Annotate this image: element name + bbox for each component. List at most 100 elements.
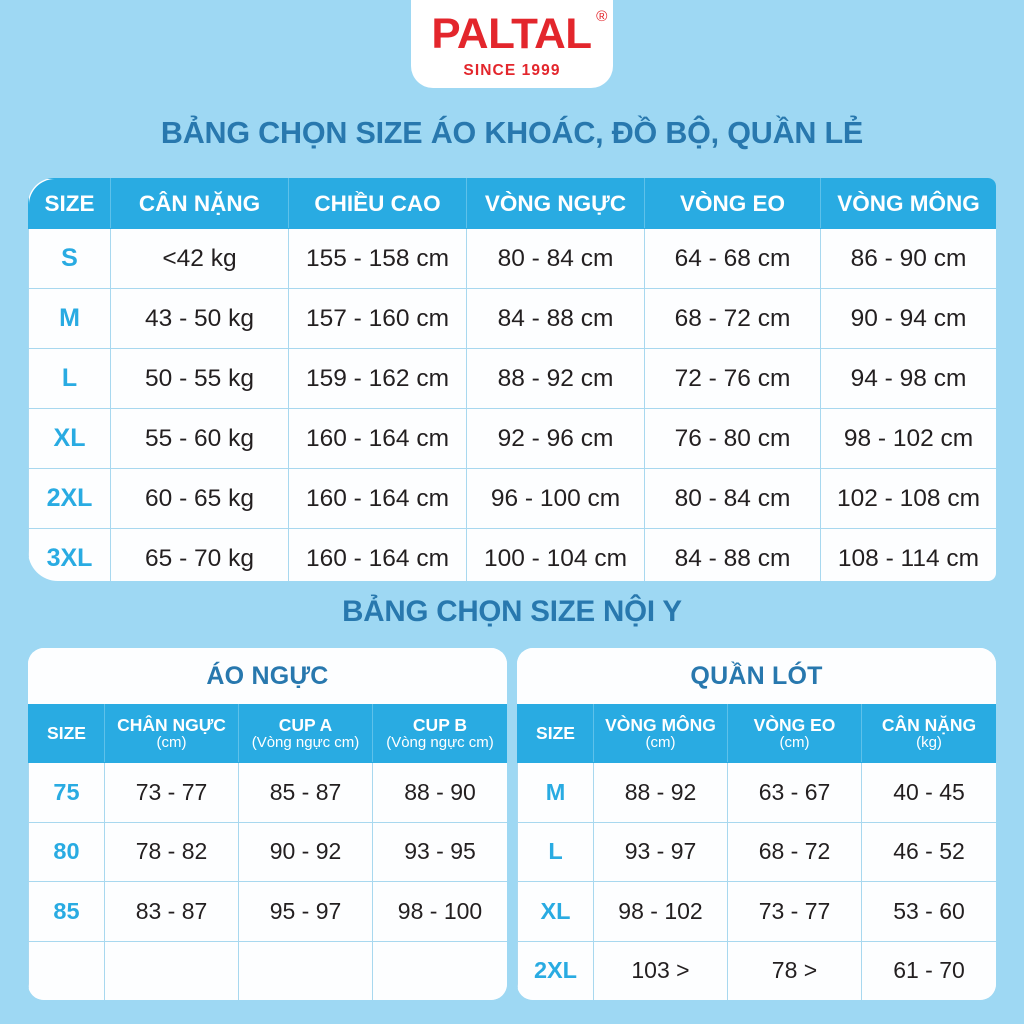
main-table-header: SIZE CÂN NẶNG CHIỀU CAO VÒNG NGỰC VÒNG EO VÒN… [28,178,996,229]
measurement-cell: 78 - 82 [104,821,239,882]
measurement-cell: 160 - 164 cm [288,528,467,581]
measurement-cell: 155 - 158 cm [288,228,467,289]
table-row: 85 83 - 87 95 - 97 98 - 100 [28,881,507,942]
measurement-cell: 46 - 52 [861,821,996,882]
measurement-cell: 95 - 97 [238,881,373,942]
measurement-cell: 160 - 164 cm [288,408,467,469]
size-label-cell: 2XL [28,468,111,529]
size-label-cell: XL [28,408,111,469]
table-row: 75 73 - 77 85 - 87 88 - 90 [28,762,507,823]
measurement-cell [372,940,507,1000]
measurement-cell: 53 - 60 [861,881,996,942]
brand-logo-plate: PALTAL ® SINCE 1999 [411,0,613,88]
measurement-cell: 108 - 114 cm [820,528,996,581]
table-header-row: SIZE CÂN NẶNG CHIỀU CAO VÒNG NGỰC VÒNG EO VÒN… [28,178,996,229]
bra-size-table-container: ÁO NGỰC SIZE CHÂN NGỰC (cm) CUP A (Vòng ngực… [28,648,507,1000]
registered-trademark-icon: ® [596,7,608,25]
bra-table-body: 75 73 - 77 85 - 87 88 - 90 80 78 - 82 90 - 92 9… [28,762,507,1000]
measurement-cell: 68 - 72 [727,821,862,882]
size-label-cell: XL [517,881,594,942]
table-header-row: SIZE VÒNG MÔNG (cm) VÒNG EO (cm) CÂN NẶNG (kg) [517,704,996,763]
column-header-unit: (cm) [645,733,676,751]
size-label-cell: L [517,821,594,882]
measurement-cell: 73 - 77 [727,881,862,942]
measurement-cell: 84 - 88 cm [466,288,645,349]
measurement-cell: 72 - 76 cm [644,348,821,409]
main-table-body: S <42 kg 155 - 158 cm 80 - 84 cm 64 - 68 cm 8… [28,228,996,581]
measurement-cell: 98 - 102 [593,881,728,942]
column-header-0: SIZE [28,704,105,763]
size-label-cell: 85 [28,881,105,942]
panty-size-table: SIZE VÒNG MÔNG (cm) VÒNG EO (cm) CÂN NẶNG (kg)… [517,704,996,1000]
bra-table-caption: ÁO NGỰC [28,648,507,704]
brand-name: PALTAL ® [431,9,608,58]
measurement-cell: 61 - 70 [861,940,996,1000]
table-row: M 88 - 92 63 - 67 40 - 45 [517,762,996,823]
brand-name-text: PALTAL [431,9,593,58]
column-header-main: CUP A [278,714,333,735]
measurement-cell: 98 - 100 [372,881,507,942]
column-header-3: CUP B (Vòng ngực cm) [372,704,507,763]
measurement-cell: 85 - 87 [238,762,373,823]
measurement-cell: 100 - 104 cm [466,528,645,581]
measurement-cell: 43 - 50 kg [110,288,289,349]
column-header-main: CHÂN NGỰC [117,714,226,735]
table-row: 2XL 103 >78 >61 - 70 [517,940,996,1000]
table-row: 3XL 65 - 70 kg 160 - 164 cm 100 - 104 cm 84 … [28,528,996,581]
size-label-cell: M [517,762,594,823]
column-header-2: CUP A (Vòng ngực cm) [238,704,373,763]
size-label-cell: 3XL [28,528,111,581]
column-header-3: CÂN NẶNG (kg) [861,704,996,763]
measurement-cell: 73 - 77 [104,762,239,823]
measurement-cell: 55 - 60 kg [110,408,289,469]
measurement-cell: 64 - 68 cm [644,228,821,289]
bra-size-table: SIZE CHÂN NGỰC (cm) CUP A (Vòng ngực cm) CUP … [28,704,507,1000]
table-row: XL 55 - 60 kg 160 - 164 cm 92 - 96 cm 76 - 8… [28,408,996,469]
column-header-main: SIZE [536,723,575,744]
table-row: XL 98 - 102 73 - 77 53 - 60 [517,881,996,942]
column-header-2: CHIỀU CAO [288,178,467,229]
table-row: S <42 kg 155 - 158 cm 80 - 84 cm 64 - 68 cm 8… [28,228,996,289]
measurement-cell: 88 - 90 [372,762,507,823]
column-header-1: VÒNG MÔNG (cm) [593,704,728,763]
column-header-unit: (cm) [156,733,187,751]
brand-tagline: SINCE 1999 [463,61,561,79]
measurement-cell: 96 - 100 cm [466,468,645,529]
measurement-cell: 93 - 97 [593,821,728,882]
table-row: L 50 - 55 kg 159 - 162 cm 88 - 92 cm 72 - 76… [28,348,996,409]
column-header-main: CUP B [412,714,468,735]
table-row: M 43 - 50 kg 157 - 160 cm 84 - 88 cm 68 - 72… [28,288,996,349]
panty-table-caption: QUẦN LÓT [517,648,996,704]
measurement-cell: 80 - 84 cm [644,468,821,529]
column-header-main: CÂN NẶNG [881,714,977,735]
measurement-cell: 65 - 70 kg [110,528,289,581]
measurement-cell: 88 - 92 [593,762,728,823]
main-size-table-container: SIZE CÂN NẶNG CHIỀU CAO VÒNG NGỰC VÒNG EO VÒN… [28,178,996,581]
column-header-2: VÒNG EO (cm) [727,704,862,763]
underwear-section-title: BẢNG CHỌN SIZE NỘI Y [342,595,682,628]
bra-table-header: SIZE CHÂN NGỰC (cm) CUP A (Vòng ngực cm) CUP … [28,704,507,763]
size-label-cell: L [28,348,111,409]
measurement-cell: 160 - 164 cm [288,468,467,529]
column-header-unit: (cm) [779,733,810,751]
measurement-cell: 90 - 92 [238,821,373,882]
column-header-main: VÒNG EO [753,714,836,735]
measurement-cell: 68 - 72 cm [644,288,821,349]
column-header-1: CÂN NẶNG [110,178,289,229]
size-label-cell [28,940,105,1000]
measurement-cell: 78 > [727,940,862,1000]
measurement-cell: 50 - 55 kg [110,348,289,409]
size-label-cell: M [28,288,111,349]
measurement-cell: 98 - 102 cm [820,408,996,469]
measurement-cell: 83 - 87 [104,881,239,942]
measurement-cell: 103 > [593,940,728,1000]
measurement-cell: 40 - 45 [861,762,996,823]
panty-table-header: SIZE VÒNG MÔNG (cm) VÒNG EO (cm) CÂN NẶNG (kg) [517,704,996,763]
measurement-cell: 94 - 98 cm [820,348,996,409]
column-header-0: SIZE [517,704,594,763]
measurement-cell: 159 - 162 cm [288,348,467,409]
size-label-cell: 75 [28,762,105,823]
table-row: L 93 - 97 68 - 72 46 - 52 [517,821,996,882]
measurement-cell: 90 - 94 cm [820,288,996,349]
table-header-row: SIZE CHÂN NGỰC (cm) CUP A (Vòng ngực cm) CUP … [28,704,507,763]
